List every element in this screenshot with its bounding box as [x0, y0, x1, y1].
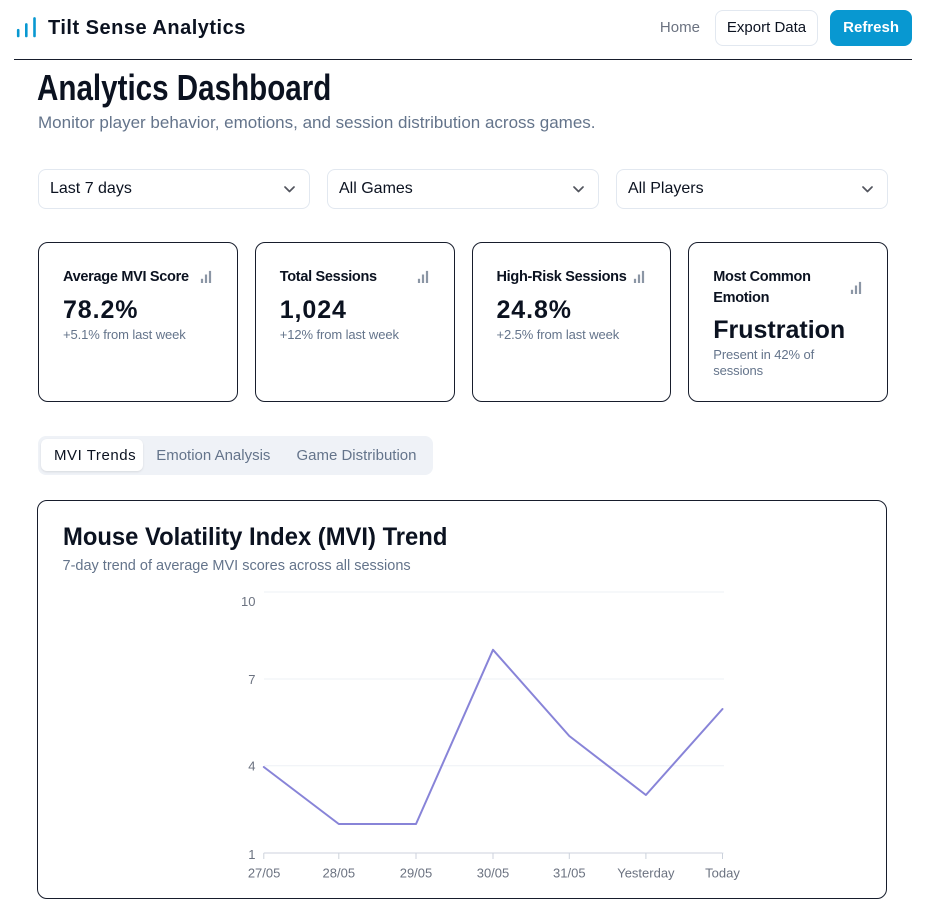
svg-text:7: 7 [248, 672, 255, 687]
svg-text:Yesterday: Yesterday [617, 865, 675, 880]
svg-text:31/05: 31/05 [553, 865, 586, 880]
svg-text:27/05: 27/05 [248, 865, 281, 880]
svg-text:1: 1 [248, 847, 255, 862]
svg-text:30/05: 30/05 [477, 865, 510, 880]
svg-text:4: 4 [248, 759, 255, 774]
svg-text:28/05: 28/05 [323, 865, 356, 880]
svg-text:Today: Today [705, 865, 740, 880]
svg-text:10: 10 [241, 594, 255, 609]
svg-text:29/05: 29/05 [400, 865, 433, 880]
